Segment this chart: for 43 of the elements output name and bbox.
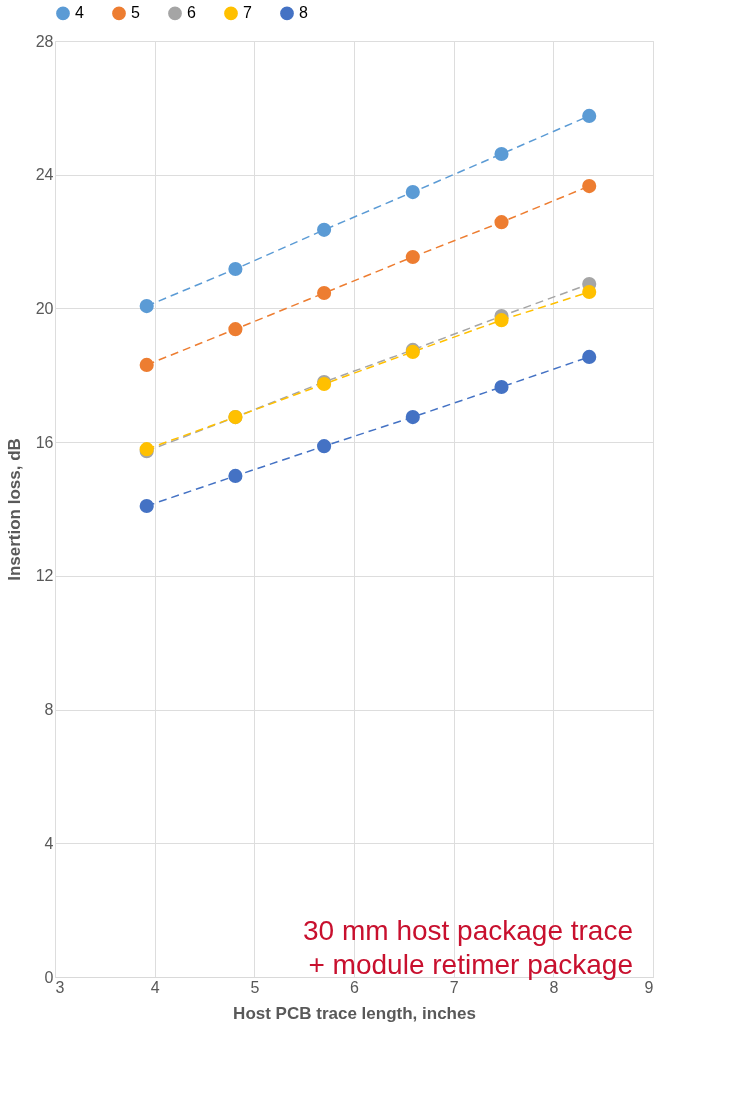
point	[139, 299, 154, 314]
point	[228, 468, 243, 483]
legend-label: 5	[131, 4, 140, 22]
point	[494, 146, 509, 162]
point	[139, 498, 154, 514]
legend-label: 4	[75, 4, 84, 22]
x-tick-label: 3	[55, 978, 65, 996]
y-tick-label: 12	[35, 567, 54, 585]
y-axis-title: Insertion loss, dB	[4, 438, 24, 581]
point	[494, 313, 509, 328]
x-tick-label: 9	[644, 978, 654, 996]
point	[582, 108, 597, 123]
annotation: 30 mm host package trace + module retimer package	[303, 915, 633, 980]
point	[405, 410, 420, 425]
point	[317, 439, 332, 454]
x-axis-title: Host PCB trace length, inches	[233, 1003, 476, 1023]
legend-label: 6	[187, 4, 196, 22]
point	[582, 284, 597, 300]
y-tick-label: 16	[35, 433, 54, 451]
y-tick-label: 8	[44, 701, 54, 719]
point	[317, 285, 332, 301]
legend-label: 8	[299, 4, 308, 22]
point	[405, 185, 420, 200]
point	[228, 261, 243, 277]
point	[494, 215, 509, 230]
point	[494, 379, 509, 395]
x-tick-label: 6	[350, 978, 360, 996]
point	[582, 349, 597, 364]
y-tick-label: 4	[44, 834, 54, 852]
x-tick-label: 7	[449, 978, 459, 996]
point	[139, 357, 154, 372]
point	[582, 179, 597, 194]
y-tick-label: 24	[35, 166, 54, 184]
point	[405, 249, 420, 265]
y-tick-label: 20	[35, 299, 54, 317]
y-tick-label: 28	[35, 32, 54, 50]
x-tick-label: 5	[250, 978, 260, 996]
point	[228, 322, 243, 337]
x-tick-label: 8	[549, 978, 559, 996]
x-tick-label: 4	[150, 978, 160, 996]
legend-label: 7	[243, 4, 252, 22]
point	[317, 222, 332, 237]
y-tick-label: 0	[44, 968, 54, 986]
